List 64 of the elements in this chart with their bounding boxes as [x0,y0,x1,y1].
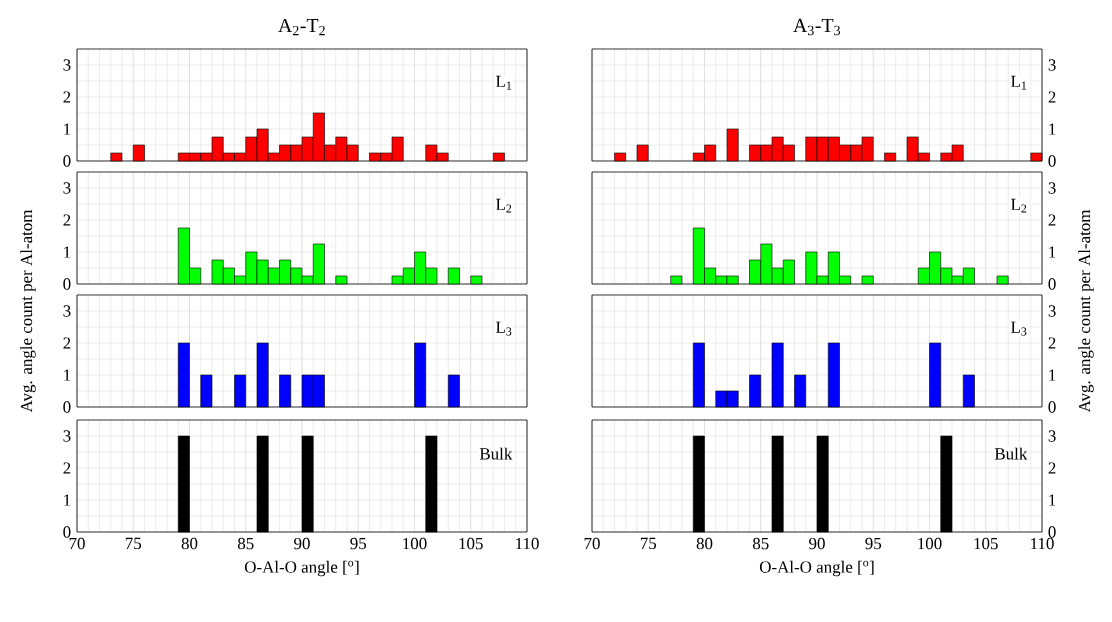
x-axis-title: O-Al-O angle [$^{o}$] [759,560,874,577]
annotation: L$_{1}$ [1011,75,1027,90]
annotation: Bulk [994,447,1028,460]
y-tick-label: 2 [63,214,71,226]
y-tick-label: 0 [63,401,71,413]
y-tick-label: 3 [63,182,71,194]
y-tick-label: 1 [1049,123,1056,135]
x-tick-label: 70 [69,537,85,550]
y-tick-label: 3 [63,430,71,442]
x-tick-label: 90 [809,537,825,550]
x-axis-title: O-Al-O angle [$^{o}$] [244,560,359,577]
x-tick-label: 95 [865,537,882,550]
x-tick-label: 70 [584,537,600,550]
y-tick-label: 1 [1049,246,1056,258]
annotation: L$_{3}$ [1011,321,1027,336]
x-tick-label: 95 [350,537,367,550]
y-tick-label: 2 [63,462,71,474]
y-tick-label: 1 [64,494,71,506]
annotation: L$_{3}$ [496,321,512,336]
y-tick-label: 1 [64,369,71,381]
x-tick-label: 110 [516,537,539,550]
y-tick-label: 0 [1048,278,1056,290]
y-tick-label: 2 [1048,91,1056,103]
y-tick-label: 1 [64,246,71,258]
chart-title: A$_{3}$-T$_{3}$ [793,18,841,36]
annotation: L$_{1}$ [496,75,512,90]
x-tick-label: 105 [459,537,483,550]
x-tick-label: 85 [237,537,254,550]
y-tick-label: 0 [1048,155,1056,167]
y-tick-label: 2 [1048,462,1056,474]
x-tick-label: 105 [974,537,998,550]
x-tick-label: 75 [640,537,657,550]
annotation: L$_{2}$ [1011,198,1027,213]
y-tick-label: 0 [1048,526,1056,538]
y-tick-label: 2 [1048,214,1056,226]
y-tick-label: 2 [63,91,71,103]
y-axis-title: Avg. angle count per Al-atom [1078,209,1094,413]
x-tick-label: 85 [752,537,769,550]
y-tick-label: 1 [1049,369,1056,381]
y-tick-label: 3 [1048,305,1056,317]
x-tick-label: 110 [1031,537,1054,550]
y-axis-title: Avg. angle count per Al-atom [20,209,36,413]
x-tick-label: 80 [696,537,713,550]
y-tick-label: 0 [63,526,71,538]
y-tick-label: 3 [63,305,71,317]
x-tick-label: 100 [403,537,427,550]
y-tick-label: 2 [63,337,71,349]
y-tick-label: 1 [1049,494,1056,506]
y-tick-label: 0 [63,278,71,290]
y-tick-label: 0 [1048,401,1056,413]
y-tick-label: 3 [1048,59,1056,71]
annotation: L$_{2}$ [496,198,512,213]
x-tick-label: 80 [181,537,198,550]
x-tick-label: 75 [125,537,142,550]
y-tick-label: 3 [63,59,71,71]
chart-title: A$_{2}$-T$_{2}$ [278,18,325,36]
y-tick-label: 3 [1048,182,1056,194]
annotation: Bulk [479,447,513,460]
y-tick-label: 1 [64,123,71,135]
y-tick-label: 2 [1048,337,1056,349]
x-tick-label: 90 [294,537,310,550]
x-tick-label: 100 [918,537,942,550]
y-tick-label: 3 [1048,430,1056,442]
y-tick-label: 0 [63,155,71,167]
